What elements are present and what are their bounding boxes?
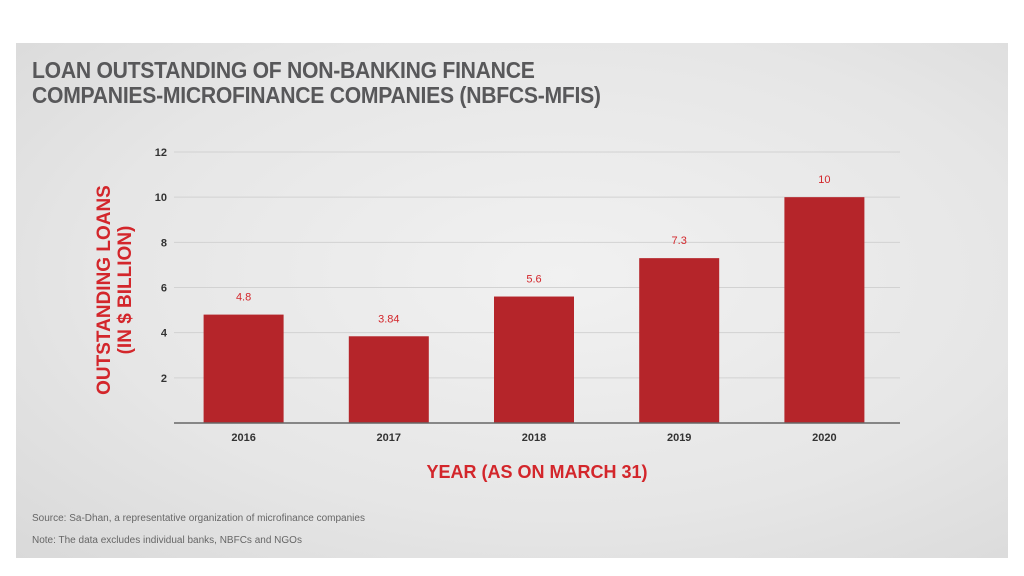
bar [348, 336, 429, 423]
data-label: 3.84 [378, 313, 399, 325]
title-line-2: COMPANIES-MICROFINANCE COMPANIES (NBFCS-… [32, 82, 601, 108]
x-tick-label: 2016 [231, 432, 255, 444]
bar [494, 296, 574, 423]
x-tick-label: 2019 [667, 432, 691, 444]
y-tick-label: 6 [161, 283, 167, 295]
x-tick-label: 2017 [377, 432, 401, 444]
source-note: Source: Sa-Dhan, a representative organi… [32, 513, 365, 524]
chart-title: LOAN OUTSTANDING OF NON-BANKING FINANCE … [32, 58, 601, 108]
y-tick-label: 12 [155, 147, 167, 159]
data-label: 7.3 [672, 235, 687, 247]
x-tick-label: 2018 [522, 432, 546, 444]
y-tick-label: 4 [161, 328, 168, 340]
data-note: Note: The data excludes individual banks… [32, 535, 302, 546]
title-line-1: LOAN OUTSTANDING OF NON-BANKING FINANCE [32, 57, 535, 83]
x-tick-label: 2020 [812, 432, 836, 444]
data-label: 5.6 [526, 274, 541, 286]
x-axis-label: YEAR (AS ON MARCH 31) [426, 462, 648, 482]
data-label: 4.8 [236, 292, 251, 304]
bar [784, 197, 865, 423]
data-label: 10 [818, 174, 830, 186]
bar [639, 258, 720, 423]
y-tick-label: 10 [155, 192, 167, 204]
bar [203, 314, 284, 423]
y-tick-label: 2 [161, 373, 167, 385]
y-tick-label: 8 [161, 237, 167, 249]
